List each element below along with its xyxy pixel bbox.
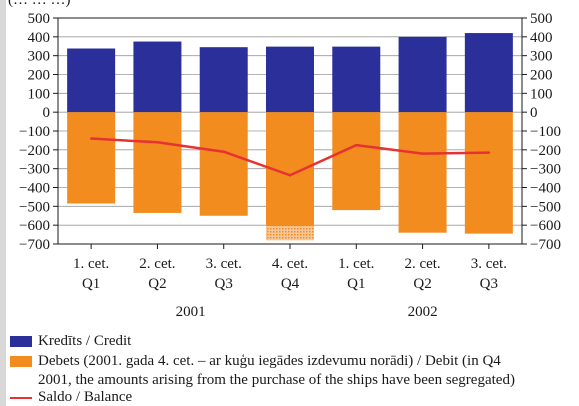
legend-credit-swatch: [10, 336, 32, 348]
balance-point: [222, 150, 225, 153]
y-tick-label-right: 300: [530, 49, 553, 65]
legend-debit-continued: 2001, the amounts arising from the purch…: [38, 372, 515, 389]
legend-credit: Kredīts / Credit: [10, 333, 131, 350]
y-tick-label-right: 400: [530, 30, 553, 46]
y-tick-label-left: 0: [43, 105, 51, 121]
x-label-q: Q2: [148, 276, 166, 292]
y-tick-label-left: 300: [28, 49, 51, 65]
debit-bar-ship-purchase: [266, 226, 314, 241]
y-tick-label-left: 200: [28, 68, 51, 84]
y-tick-label-right: 100: [530, 86, 553, 102]
y-tick-label-right: 500: [530, 11, 553, 27]
x-label-year: 2001: [176, 304, 206, 320]
legend-debit-label-line1: Debets (2001. gada 4. cet. – ar kuģu ieg…: [38, 353, 501, 369]
x-label-quarter: 1. cet.: [338, 256, 374, 272]
y-tick-label-left: 400: [28, 30, 51, 46]
axis-labels: 1. cet. Q1 2. cet. Q2 3. cet. Q3 4. cet. Q4 1. c…: [73, 256, 507, 320]
y-tick-label-left: −300: [19, 162, 50, 178]
page-edge-strip: [0, 0, 6, 406]
y-tick-label-left: −100: [19, 124, 50, 140]
y-tick-label-left: 100: [28, 86, 51, 102]
x-label-q: Q1: [347, 276, 365, 292]
bars: [67, 33, 513, 241]
x-label-quarter: 4. cet.: [272, 256, 308, 272]
y-tick-label-right: −300: [530, 162, 561, 178]
credit-bar: [133, 41, 182, 113]
x-label-quarter: 2. cet.: [404, 256, 440, 272]
x-label-q: Q3: [215, 276, 233, 292]
balance-point: [487, 151, 491, 154]
x-label-year: 2002: [408, 304, 438, 320]
x-label-quarter: 1. cet.: [73, 256, 109, 272]
balance-line-group: [89, 137, 491, 177]
credit-bar: [67, 48, 116, 113]
credit-bar: [266, 46, 314, 113]
y-tick-label-right: −200: [530, 143, 561, 159]
balance-point: [89, 137, 93, 140]
y-tick-label-right: −400: [530, 181, 561, 197]
x-label-q: Q3: [480, 276, 498, 292]
axis-ticks: 500 500 400 400 300 300 200 200 100 100 0 0 −100 −100…: [19, 11, 561, 253]
y-tick-label-left: −700: [19, 237, 50, 253]
x-label-quarter: 3. cet.: [471, 256, 507, 272]
y-tick-label-right: 0: [530, 105, 538, 121]
y-tick-label-right: −600: [530, 218, 561, 234]
legend-balance-swatch: [10, 396, 32, 399]
credit-bar: [199, 47, 248, 113]
credit-bar: [398, 36, 447, 113]
legend-debit: Debets (2001. gada 4. cet. – ar kuģu ieg…: [10, 353, 501, 370]
legend-credit-label: Kredīts / Credit: [38, 333, 132, 349]
x-label-q: Q2: [413, 276, 431, 292]
debit-bar: [67, 112, 116, 204]
credit-bar: [332, 46, 381, 113]
balance-point: [288, 174, 292, 177]
y-tick-label-right: −700: [530, 237, 561, 253]
y-tick-label-right: −500: [530, 199, 561, 215]
y-tick-label-right: 200: [530, 68, 553, 84]
x-label-quarter: 3. cet.: [206, 256, 242, 272]
credit-bar: [464, 33, 513, 113]
debit-bar: [464, 112, 513, 234]
legend-debit-swatch: [10, 356, 32, 368]
balance-point: [355, 143, 358, 147]
balance-point: [421, 152, 424, 155]
header-fragment: (… … …): [8, 0, 71, 8]
legend-balance: Saldo / Balance: [10, 389, 132, 406]
y-tick-label-left: −600: [19, 218, 50, 234]
debit-bar: [332, 112, 381, 211]
x-label-quarter: 2. cet.: [139, 256, 175, 272]
x-label-q: Q4: [281, 276, 300, 292]
y-tick-label-left: −200: [19, 143, 50, 159]
y-tick-label-left: 500: [28, 11, 51, 27]
legend-debit-label-line2: 2001, the amounts arising from the purch…: [38, 372, 515, 388]
debit-bar: [133, 112, 182, 213]
debit-bar: [398, 112, 447, 233]
y-tick-label-left: −500: [19, 199, 50, 215]
balance-point: [156, 141, 159, 144]
legend-balance-label: Saldo / Balance: [38, 389, 133, 405]
debit-bar: [199, 112, 248, 216]
x-label-q: Q1: [82, 276, 100, 292]
y-tick-label-left: −400: [19, 181, 50, 197]
y-tick-label-right: −100: [530, 124, 561, 140]
